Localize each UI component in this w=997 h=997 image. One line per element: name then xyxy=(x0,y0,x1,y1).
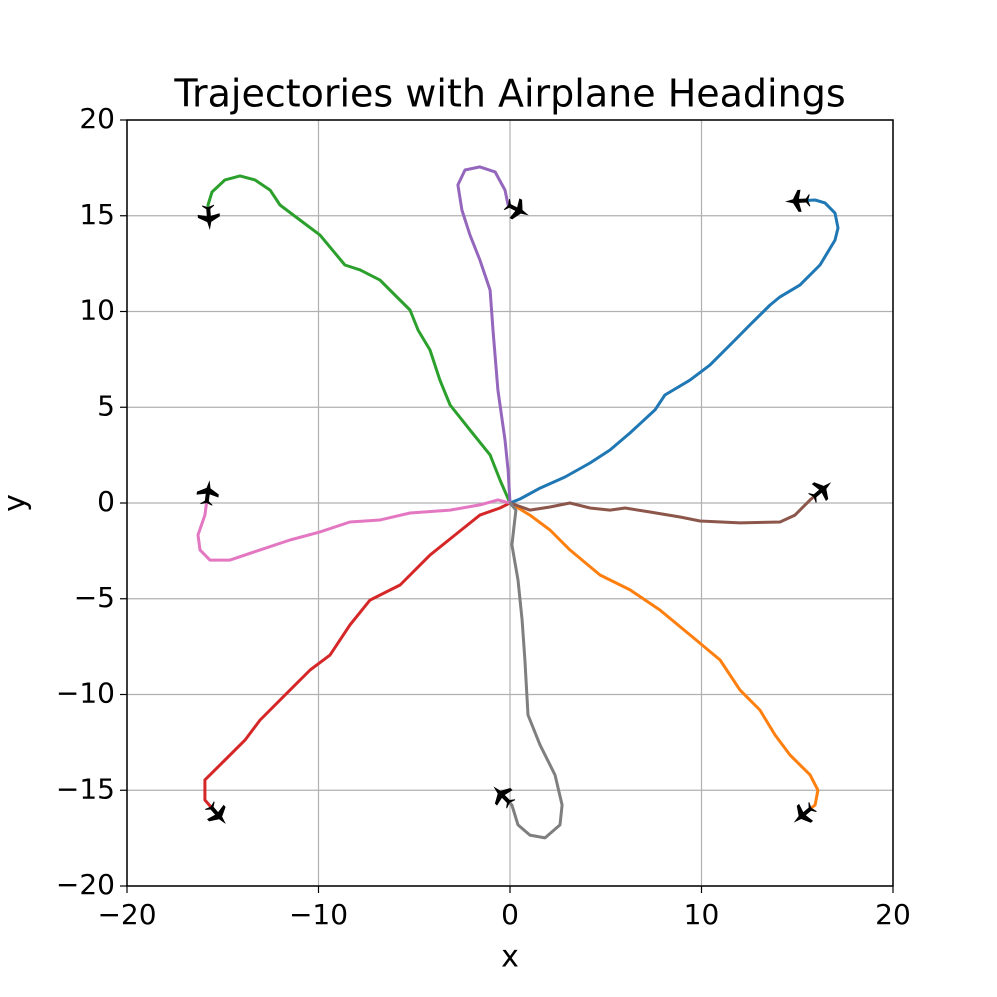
x-tick-label: 10 xyxy=(684,898,720,931)
trajectory-line xyxy=(508,488,824,525)
x-tick-label: 0 xyxy=(501,898,519,931)
airplane-marker xyxy=(204,801,226,824)
airplane-marker xyxy=(785,189,811,212)
y-tick-label: −20 xyxy=(56,868,115,901)
trajectory-line xyxy=(206,174,512,505)
chart-title: Trajectories with Airplane Headings xyxy=(173,72,845,116)
y-tick-label: 10 xyxy=(79,294,115,327)
trajectory-line xyxy=(508,501,820,817)
airplane-marker xyxy=(493,786,516,809)
airplane-marker xyxy=(793,802,817,823)
x-tick-label: 20 xyxy=(875,898,911,931)
x-tick-label: −20 xyxy=(97,898,156,931)
x-tick-label: −10 xyxy=(289,898,348,931)
y-tick-label: 15 xyxy=(79,198,115,231)
y-tick-label: −15 xyxy=(56,772,115,805)
airplane-marker xyxy=(196,480,219,506)
y-tick-label: 0 xyxy=(97,485,115,518)
x-axis-label: x xyxy=(501,940,519,975)
trajectory-line xyxy=(203,501,512,817)
y-tick-label: −10 xyxy=(56,677,115,710)
airplane-marker xyxy=(197,204,220,231)
y-tick-label: −5 xyxy=(74,581,115,614)
airplane-marker xyxy=(808,482,832,503)
trajectory-line xyxy=(456,165,520,505)
y-tick-label: 20 xyxy=(79,102,115,135)
y-axis-label: y xyxy=(0,494,33,512)
airplane-marker xyxy=(503,198,529,220)
y-tick-label: 5 xyxy=(97,389,115,422)
trajectory-line xyxy=(508,198,840,505)
axes-frame xyxy=(126,119,894,887)
trajectory-line xyxy=(500,501,564,840)
trajectory-line xyxy=(196,490,512,562)
